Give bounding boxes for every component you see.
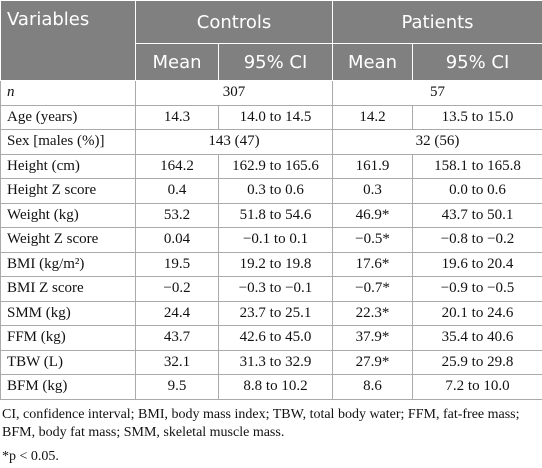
row-label: Height Z score <box>0 178 136 204</box>
table-row: Sex [males (%)] 143 (47) 32 (56) <box>0 129 542 155</box>
group-header: Controls <box>134 0 334 44</box>
row-label: Weight Z score <box>0 227 136 253</box>
subheader-cell: Mean <box>135 43 219 81</box>
value-cell: 20.1 to 24.6 <box>412 300 542 326</box>
value-cell: 37.9* <box>332 325 414 351</box>
value-cell: 46.9* <box>332 202 414 228</box>
subheader-cell: 95% CI <box>412 43 542 81</box>
value-cell: 17.6* <box>332 251 414 277</box>
subheader-cell: Mean <box>332 43 414 81</box>
table-row: FFM (kg) 43.7 42.6 to 45.0 37.9* 35.4 to 40.… <box>0 325 542 351</box>
row-label: n <box>0 80 136 106</box>
value-cell: 164.2 <box>135 153 219 179</box>
value-cell: −0.2 <box>135 276 219 302</box>
table-row: Height (cm) 164.2 162.9 to 165.6 161.9 158.1… <box>0 153 542 179</box>
value-cell: 24.4 <box>135 300 219 326</box>
row-label: SMM (kg) <box>0 300 136 326</box>
table-row: Age (years) 14.3 14.0 to 14.5 14.2 13.5 to 1… <box>0 104 542 130</box>
table-row: BMI (kg/m²) 19.5 19.2 to 19.8 17.6* 19.6 to … <box>0 251 542 277</box>
value-cell: 25.9 to 29.8 <box>412 349 542 375</box>
footnote: CI, confidence interval; BMI, body mass … <box>2 406 520 440</box>
row-label: BMI (kg/m²) <box>0 251 136 277</box>
value-cell: 14.3 <box>135 104 219 130</box>
row-label: Sex [males (%)] <box>0 129 136 155</box>
value-cell: 143 (47) <box>134 129 334 155</box>
value-cell: −0.5* <box>332 227 414 253</box>
table-body: n 307 57 Age (years) 14.3 14.0 to 14.5 14.2 13.… <box>0 80 542 400</box>
value-cell: 7.2 to 10.0 <box>412 374 542 400</box>
subheader-cell: 95% CI <box>217 43 334 81</box>
value-cell: 0.3 <box>332 178 414 204</box>
value-cell: −0.3 to −0.1 <box>217 276 334 302</box>
table-row: Height Z score 0.4 0.3 to 0.6 0.3 0.0 to 0.6 <box>0 178 542 204</box>
data-table: Variables Controls Patients Mean 95% CI Me… <box>0 0 542 400</box>
value-cell: 14.2 <box>332 104 414 130</box>
value-cell: 32.1 <box>135 349 219 375</box>
value-cell: 51.8 to 54.6 <box>217 202 334 228</box>
value-cell: 8.8 to 10.2 <box>217 374 334 400</box>
row-label: Weight (kg) <box>0 202 136 228</box>
row-label: FFM (kg) <box>0 325 136 351</box>
value-cell: 9.5 <box>135 374 219 400</box>
value-cell: 57 <box>332 80 542 106</box>
table-row: BMI Z score −0.2 −0.3 to −0.1 −0.7* −0.9 to … <box>0 276 542 302</box>
value-cell: 19.6 to 20.4 <box>412 251 542 277</box>
row-label: BMI Z score <box>0 276 136 302</box>
value-cell: −0.8 to −0.2 <box>412 227 542 253</box>
value-cell: 53.2 <box>135 202 219 228</box>
group-header: Patients <box>332 0 542 44</box>
value-cell: 307 <box>134 80 334 106</box>
row-label: BFM (kg) <box>0 374 136 400</box>
value-cell: 0.0 to 0.6 <box>412 178 542 204</box>
value-cell: −0.9 to −0.5 <box>412 276 542 302</box>
value-cell: −0.1 to 0.1 <box>217 227 334 253</box>
row-label: Height (cm) <box>0 153 136 179</box>
table-row: n 307 57 <box>0 80 542 106</box>
value-cell: 31.3 to 32.9 <box>217 349 334 375</box>
value-cell: 35.4 to 40.6 <box>412 325 542 351</box>
value-cell: 158.1 to 165.8 <box>412 153 542 179</box>
value-cell: 27.9* <box>332 349 414 375</box>
value-cell: 23.7 to 25.1 <box>217 300 334 326</box>
value-cell: 8.6 <box>332 374 414 400</box>
value-cell: 22.3* <box>332 300 414 326</box>
table-row: TBW (L) 32.1 31.3 to 32.9 27.9* 25.9 to 29.8 <box>0 349 542 375</box>
value-cell: 43.7 <box>135 325 219 351</box>
header-cell: Variables <box>0 0 136 81</box>
value-cell: −0.7* <box>332 276 414 302</box>
value-cell: 42.6 to 45.0 <box>217 325 334 351</box>
row-label: Age (years) <box>0 104 136 130</box>
value-cell: 161.9 <box>332 153 414 179</box>
subheader-row: Mean 95% CI Mean 95% CI <box>1 43 542 81</box>
table-row: Weight Z score 0.04 −0.1 to 0.1 −0.5* −0.8 t… <box>0 227 542 253</box>
row-label: TBW (L) <box>0 349 136 375</box>
value-cell: 13.5 to 15.0 <box>412 104 542 130</box>
footnote: *p < 0.05. <box>2 448 59 464</box>
value-cell: 162.9 to 165.6 <box>217 153 334 179</box>
table-row: BFM (kg) 9.5 8.8 to 10.2 8.6 7.2 to 10.0 <box>0 374 542 400</box>
value-cell: 19.5 <box>135 251 219 277</box>
value-cell: 43.7 to 50.1 <box>412 202 542 228</box>
value-cell: 0.3 to 0.6 <box>217 178 334 204</box>
value-cell: 32 (56) <box>332 129 542 155</box>
value-cell: 19.2 to 19.8 <box>217 251 334 277</box>
value-cell: 14.0 to 14.5 <box>217 104 334 130</box>
value-cell: 0.04 <box>135 227 219 253</box>
footnotes: CI, confidence interval; BMI, body mass … <box>0 400 542 466</box>
value-cell: 0.4 <box>135 178 219 204</box>
table-row: Weight (kg) 53.2 51.8 to 54.6 46.9* 43.7 to … <box>0 202 542 228</box>
table-row: SMM (kg) 24.4 23.7 to 25.1 22.3* 20.1 to 24.… <box>0 300 542 326</box>
